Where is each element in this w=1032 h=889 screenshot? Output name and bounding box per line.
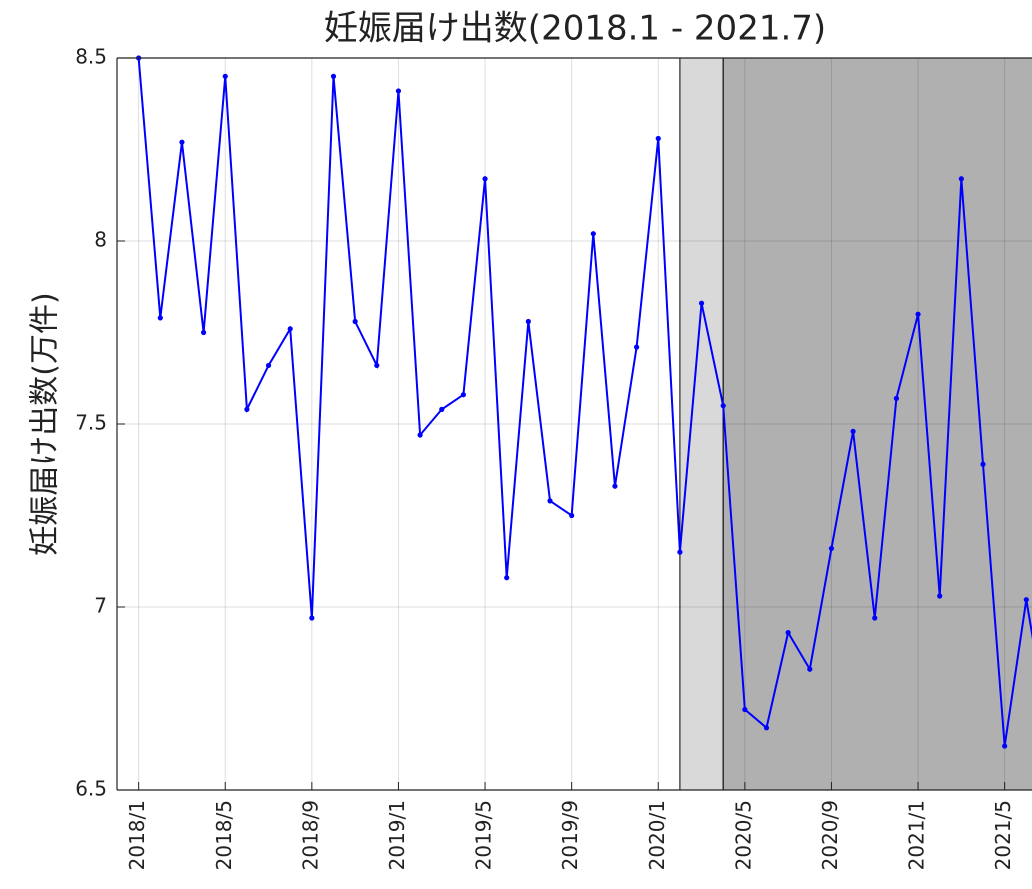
y-tick-label: 8 [94,228,107,252]
point [828,545,835,552]
x-tick-label: 2021/1 [905,800,929,870]
y-tick-label: 8.5 [75,45,107,69]
point [1002,743,1008,749]
point [417,432,423,438]
point [547,498,553,504]
x-tick-label: 2018/5 [212,800,236,870]
data-layer [136,55,1032,749]
x-tick-label: 2019/5 [472,800,496,870]
point [677,549,683,555]
point [309,615,315,621]
point [742,706,748,713]
point [915,311,921,317]
chart-title: 妊娠届け出数(2018.1 - 2021.7) [324,9,826,49]
y-axis-label: 妊娠届け出数(万件) [28,292,63,555]
point [157,315,163,321]
y-tick-label: 7 [94,594,107,618]
point [222,73,228,79]
point [460,392,466,398]
x-tick-label: 2021/5 [991,800,1015,870]
point [958,176,964,182]
point [807,666,813,672]
point [1023,597,1029,603]
point [893,395,900,401]
point [244,406,250,412]
point [590,231,596,237]
point [763,725,770,731]
x-tick-label: 2020/9 [818,800,842,870]
point [525,318,531,325]
point [634,344,640,350]
point [937,593,943,599]
point [330,73,337,79]
point [785,630,791,636]
point [655,135,661,142]
y-tick-label: 6.5 [75,777,107,801]
point [374,362,380,369]
point [850,428,856,434]
point [265,362,272,369]
point [698,300,705,306]
point [504,575,510,581]
point [201,329,207,336]
x-tick-label: 2018/9 [298,800,322,870]
point [352,318,358,325]
point [439,406,445,412]
point [569,512,575,519]
point [395,88,402,94]
x-tick-label: 2020/5 [731,800,755,870]
point [482,176,488,182]
x-tick-label: 2019/9 [558,800,582,870]
point [720,403,726,409]
point [287,326,293,332]
x-tick-label: 2020/1 [645,800,669,870]
point [872,615,878,621]
point [980,461,986,467]
shaded-region [679,57,724,791]
y-tick-label: 7.5 [75,411,107,435]
point [612,483,618,489]
x-tick-label: 2019/1 [385,800,409,870]
point [179,139,185,145]
x-tick-label: 2018/1 [125,800,149,870]
axes-layer: 6.5 7 7.5 8 8.5 2018/1 2018/5 2018/9 2019/1 2019/… [75,45,1032,870]
